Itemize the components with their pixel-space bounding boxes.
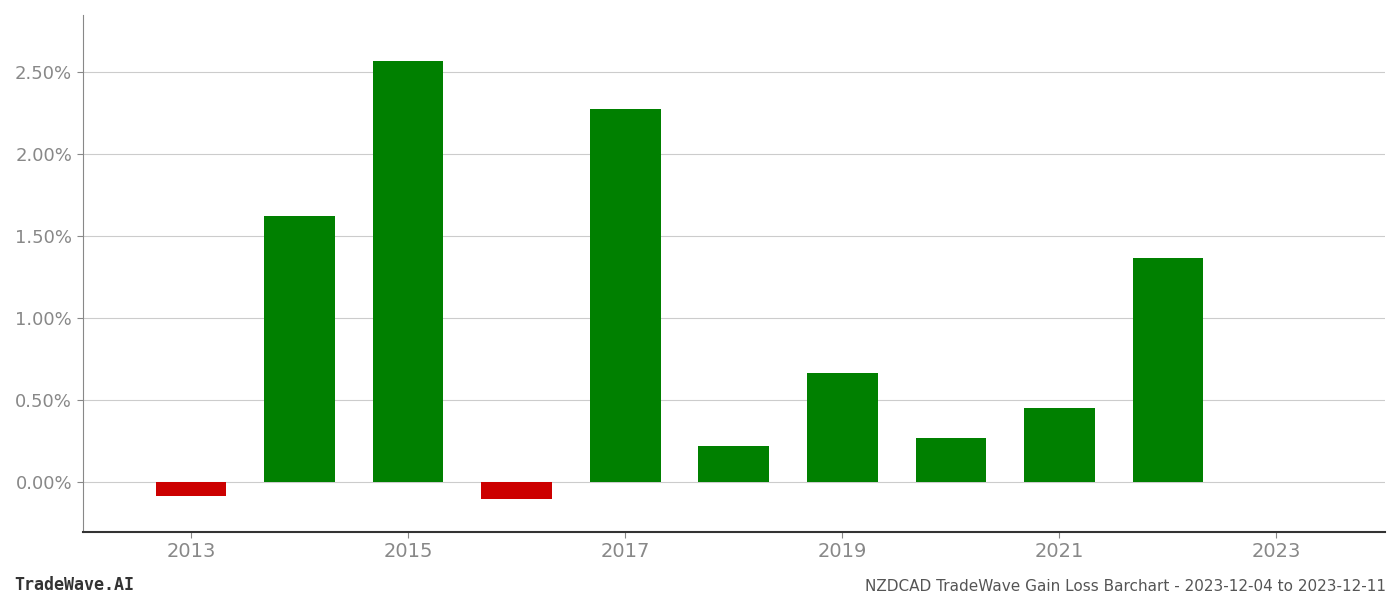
Bar	[1025, 408, 1095, 482]
Bar	[155, 482, 227, 496]
Text: NZDCAD TradeWave Gain Loss Barchart - 2023-12-04 to 2023-12-11: NZDCAD TradeWave Gain Loss Barchart - 20…	[865, 579, 1386, 594]
Bar	[372, 61, 444, 482]
Bar	[806, 373, 878, 482]
Bar	[1133, 258, 1203, 482]
Bar	[265, 216, 335, 482]
Bar	[916, 438, 986, 482]
Bar	[589, 109, 661, 482]
Bar	[482, 482, 552, 499]
Bar	[699, 446, 769, 482]
Text: TradeWave.AI: TradeWave.AI	[14, 576, 134, 594]
